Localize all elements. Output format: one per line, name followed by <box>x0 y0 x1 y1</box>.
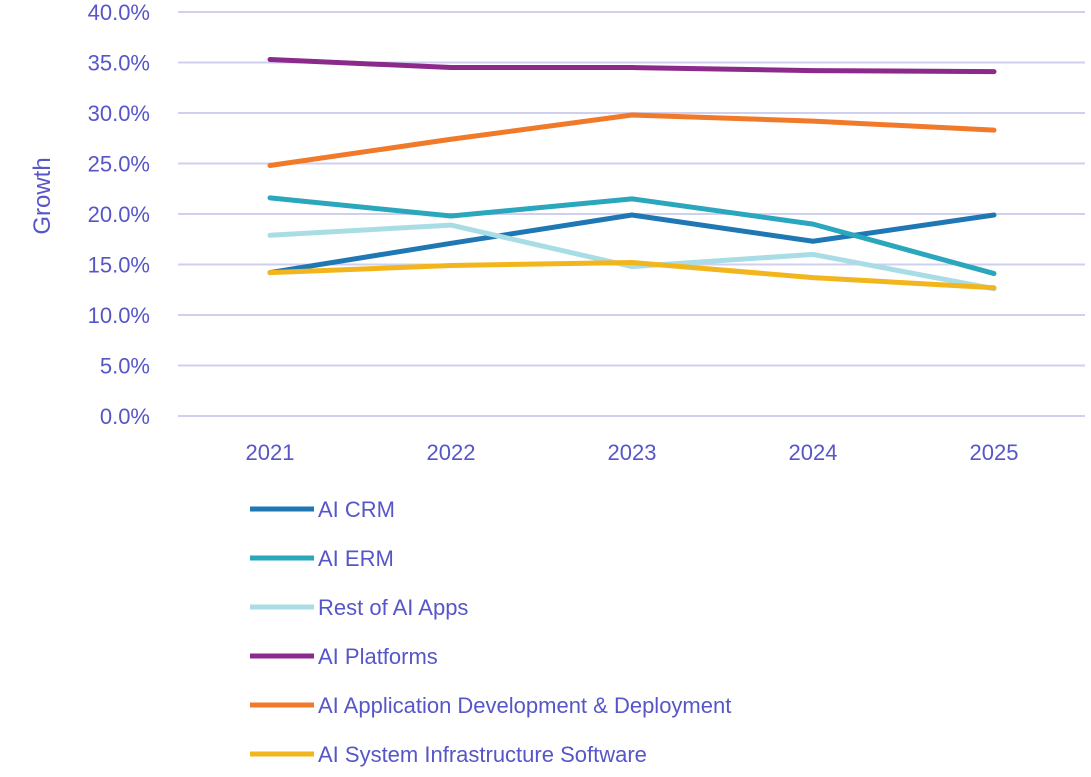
y-tick-label: 15.0% <box>88 253 150 278</box>
legend: AI CRM AI ERM Rest of AI Apps AI Platforms A… <box>250 497 731 767</box>
y-tick-label: 30.0% <box>88 101 150 126</box>
x-axis-ticks: 2021 2022 2023 2024 2025 <box>246 440 1019 465</box>
y-axis-ticks: 0.0% 5.0% 10.0% 15.0% 20.0% 25.0% 30.0% 35.0% 40… <box>88 0 150 429</box>
series-line-1 <box>267 195 997 277</box>
y-tick-label: 0.0% <box>100 404 150 429</box>
x-tick-label: 2022 <box>427 440 476 465</box>
series-lines <box>267 56 997 292</box>
x-tick-label: 2025 <box>970 440 1019 465</box>
legend-label: AI Application Development & Deployment <box>318 693 731 718</box>
y-tick-label: 10.0% <box>88 303 150 328</box>
y-tick-label: 35.0% <box>88 51 150 76</box>
x-tick-label: 2024 <box>789 440 838 465</box>
legend-label: AI CRM <box>318 497 395 522</box>
y-tick-label: 5.0% <box>100 354 150 379</box>
y-tick-label: 20.0% <box>88 202 150 227</box>
y-axis-title: Growth <box>29 157 56 234</box>
series-line-2 <box>267 222 997 292</box>
series-line-0 <box>267 212 997 276</box>
y-tick-label: 40.0% <box>88 0 150 25</box>
legend-label: AI ERM <box>318 546 394 571</box>
series-line-5 <box>267 259 997 291</box>
series-line-4 <box>267 112 997 169</box>
legend-label: Rest of AI Apps <box>318 595 468 620</box>
series-line-3 <box>267 56 997 75</box>
x-tick-label: 2021 <box>246 440 295 465</box>
y-tick-label: 25.0% <box>88 152 150 177</box>
legend-label: AI System Infrastructure Software <box>318 742 647 767</box>
legend-label: AI Platforms <box>318 644 438 669</box>
x-tick-label: 2023 <box>608 440 657 465</box>
